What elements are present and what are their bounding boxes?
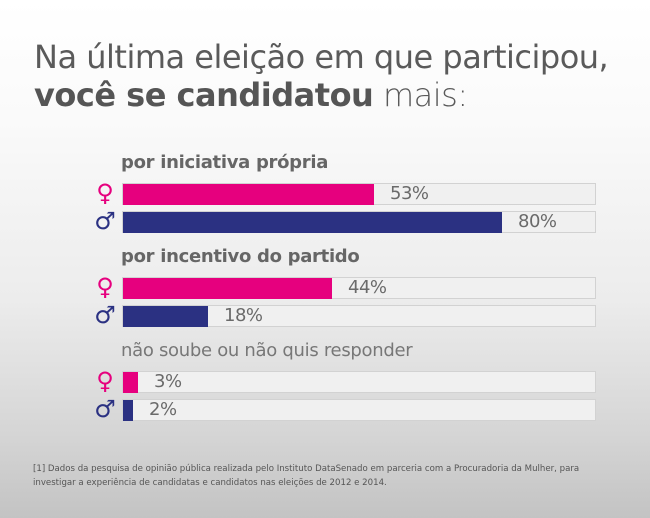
- chart-title: Na última eleição em que participou, voc…: [34, 38, 634, 114]
- bar-row-male: ♂ 18%: [92, 301, 598, 329]
- category-label: por incentivo do partido: [121, 246, 360, 267]
- female-symbol-icon: ♀: [96, 273, 114, 301]
- bar-row-female: ♀ 44%: [92, 273, 598, 301]
- value-label: 18%: [224, 305, 263, 326]
- bar-track: 2%: [122, 399, 596, 421]
- value-label: 80%: [518, 211, 557, 232]
- footnote-line-2: investigar a experiência de candidatas e…: [33, 478, 387, 488]
- bar-track: 18%: [122, 305, 596, 327]
- bar-track: 44%: [122, 277, 596, 299]
- bar-track: 80%: [122, 211, 596, 233]
- bar-female: [123, 184, 374, 205]
- bar-track: 3%: [122, 371, 596, 393]
- bar-row-female: ♀ 3%: [92, 367, 598, 395]
- bar-male: [123, 400, 133, 421]
- category-label: não soube ou não quis responder: [121, 340, 413, 361]
- female-symbol-icon: ♀: [96, 179, 114, 207]
- value-label: 2%: [149, 399, 177, 420]
- title-line-1: Na última eleição em que participou,: [34, 38, 609, 76]
- bar-female: [123, 278, 332, 299]
- footnote: [1] Dados da pesquisa de opinião pública…: [33, 462, 613, 490]
- bar-row-male: ♂ 2%: [92, 395, 598, 423]
- bar-track: 53%: [122, 183, 596, 205]
- title-bold-text: você se candidatou: [34, 76, 374, 114]
- male-symbol-icon: ♂: [94, 395, 116, 423]
- bar-row-female: ♀ 53%: [92, 179, 598, 207]
- value-label: 53%: [390, 183, 429, 204]
- title-line-2: você se candidatou mais:: [34, 76, 634, 114]
- bar-male: [123, 212, 502, 233]
- category-label: por iniciativa própria: [121, 152, 329, 173]
- bar-row-male: ♂ 80%: [92, 207, 598, 235]
- male-symbol-icon: ♂: [94, 301, 116, 329]
- male-symbol-icon: ♂: [94, 207, 116, 235]
- female-symbol-icon: ♀: [96, 367, 114, 395]
- bar-male: [123, 306, 208, 327]
- footnote-line-1: [1] Dados da pesquisa de opinião pública…: [33, 464, 580, 474]
- value-label: 44%: [348, 277, 387, 298]
- value-label: 3%: [154, 371, 182, 392]
- title-rest-text: mais:: [373, 76, 468, 114]
- bar-female: [123, 372, 138, 393]
